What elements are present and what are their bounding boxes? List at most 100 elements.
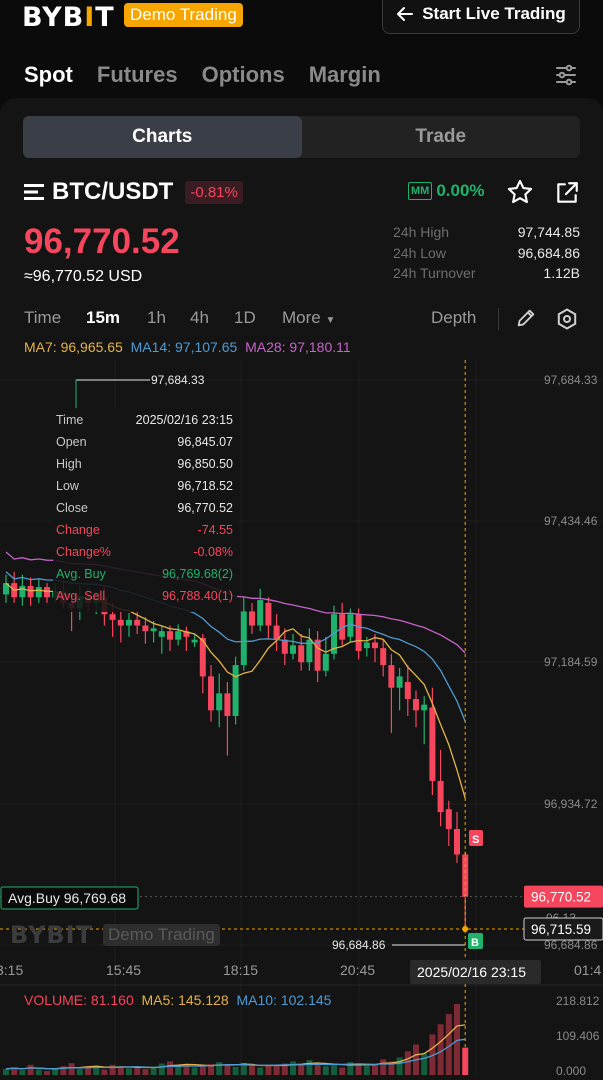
candle-body [19, 585, 26, 598]
tooltip-row: Close 96,770.52 [56, 500, 233, 522]
volume-bar [462, 1047, 469, 1075]
volume-bar [109, 1064, 116, 1075]
candle-body [117, 619, 124, 626]
tooltip-label: Close [56, 501, 88, 515]
indicator-settings-icon[interactable] [555, 307, 579, 331]
candle-body [150, 628, 157, 632]
star-icon[interactable] [506, 178, 534, 206]
volume-bar [175, 1065, 182, 1075]
last-price-usd: ≈96,770.52 USD [24, 268, 143, 285]
buy-marker [468, 933, 483, 949]
tooltip-row: Avg. Sell 96,788.40(1) [56, 588, 233, 610]
volume-bar [339, 1067, 346, 1075]
tooltip-label: Avg. Buy [56, 567, 106, 581]
tooltip-row: Change -74.55 [56, 522, 233, 544]
stat-label: 24h High [393, 224, 450, 240]
tooltip-value: 96,850.50 [177, 457, 233, 471]
last-price-tag-label: 96,770.52 [531, 890, 591, 905]
candle-body [355, 614, 362, 651]
share-icon[interactable] [554, 180, 580, 206]
volume-bar [142, 1068, 149, 1075]
stat-row: 24h Turnover 1.12B [393, 265, 580, 286]
candle-body [142, 625, 149, 632]
x-axis-tick-label: 01:4 [574, 962, 601, 978]
volume-bar [208, 1064, 214, 1075]
tooltip-label: Low [56, 479, 79, 493]
candle-body [429, 707, 436, 781]
sliders-icon[interactable] [554, 63, 578, 87]
candle-body [413, 699, 419, 711]
candle-body [109, 614, 116, 620]
tooltip-row: Change% -0.08% [56, 544, 233, 566]
candle-body [158, 631, 165, 637]
market-type-tabs: Spot Futures Options Margin [24, 62, 381, 88]
depth-tab[interactable]: Depth [431, 308, 477, 327]
avg-buy-tag-label: Avg.Buy 96,769.68 [8, 890, 126, 906]
stat-value: 97,744.85 [517, 224, 580, 240]
tf-more[interactable]: More ▼ [282, 308, 335, 328]
ma28-value: MA28: 97,180.11 [245, 339, 351, 355]
tooltip-label: Change% [56, 545, 111, 559]
x-axis-tick-label: 18:15 [223, 962, 258, 978]
volume-bar [355, 1063, 362, 1075]
tooltip-row: Open 96,845.07 [56, 434, 233, 456]
tf-time[interactable]: Time [24, 308, 62, 327]
tab-futures[interactable]: Futures [96, 62, 178, 87]
y-axis-tick-label: 96,934.72 [544, 797, 598, 811]
tooltip-row: Avg. Buy 96,769.68(2) [56, 566, 233, 588]
stat-label: 24h Turnover [393, 265, 476, 281]
volume-bar [52, 1068, 59, 1075]
volume-bar [347, 1062, 354, 1075]
y-axis-tick-label: 97,684.33 [544, 373, 598, 387]
demo-trading-badge: Demo Trading [124, 3, 243, 27]
volume-bar [199, 1066, 206, 1075]
candle-body [372, 642, 378, 649]
bybit-logo[interactable]: BYBIT [22, 2, 115, 33]
volume-bar [76, 1068, 83, 1075]
volume-bar [60, 1066, 67, 1075]
tf-15m[interactable]: 15m [86, 308, 121, 327]
volume-bar [158, 1063, 165, 1075]
tf-1d[interactable]: 1D [234, 308, 256, 327]
volume-bar [314, 1064, 321, 1075]
volume-bar [11, 1067, 18, 1075]
volume-bar [224, 1064, 231, 1075]
pencil-icon[interactable] [515, 307, 537, 329]
volume-ma5: MA5: 145.128 [141, 992, 229, 1008]
menu-icon[interactable] [24, 183, 44, 201]
volume-bar [126, 1068, 132, 1075]
volume-bar [249, 1065, 255, 1075]
x-axis-tick-label: 15:45 [106, 962, 141, 978]
candle-body [167, 631, 173, 640]
volume-ma5-line [5, 1024, 466, 1070]
tab-trade[interactable]: Trade [415, 126, 467, 147]
candle-body [232, 665, 239, 716]
candle-body [306, 639, 313, 663]
tf-1h[interactable]: 1h [147, 308, 166, 327]
tab-charts[interactable]: Charts [23, 116, 302, 158]
tab-options[interactable]: Options [201, 62, 285, 87]
candle-body [216, 693, 223, 711]
tf-4h[interactable]: 4h [190, 308, 209, 327]
tab-spot[interactable]: Spot [24, 62, 73, 87]
volume-bar [93, 1065, 100, 1075]
volume-bar [117, 1066, 124, 1075]
y-axis-tick-label: 97,184.59 [544, 655, 598, 669]
start-live-trading-button[interactable]: Start Live Trading [382, 0, 580, 34]
volume-bar [183, 1064, 190, 1075]
volume-bar [216, 1062, 223, 1075]
candle-body [388, 665, 395, 688]
candle-body [404, 682, 411, 700]
volume-bar [290, 1061, 296, 1075]
pair-header[interactable]: BTC/USDT -0.81% [24, 178, 243, 206]
volume-bar [240, 1062, 247, 1075]
tab-margin[interactable]: Margin [308, 62, 381, 87]
tooltip-value: 96,770.52 [177, 501, 233, 515]
mm-indicator[interactable]: MM 0.00% [408, 181, 485, 201]
stat-row: 24h High 97,744.85 [393, 224, 580, 245]
stat-value: 1.12B [543, 265, 580, 281]
candle-body [363, 642, 370, 649]
candle-body [44, 587, 50, 598]
stat-value: 96,684.86 [517, 244, 580, 261]
tooltip-label: High [56, 457, 82, 471]
